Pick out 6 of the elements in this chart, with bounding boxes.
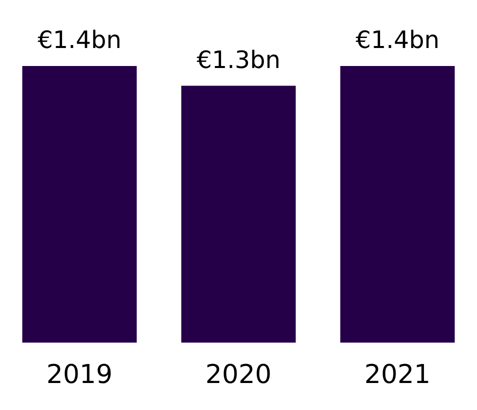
x-tick-label: 2020 (205, 360, 272, 390)
data-label: €1.4bn (38, 26, 122, 54)
x-tick-label: 2019 (46, 360, 113, 390)
x-tick-label: 2021 (364, 360, 431, 390)
data-label: €1.3bn (196, 46, 280, 74)
data-label: €1.4bn (356, 26, 440, 54)
